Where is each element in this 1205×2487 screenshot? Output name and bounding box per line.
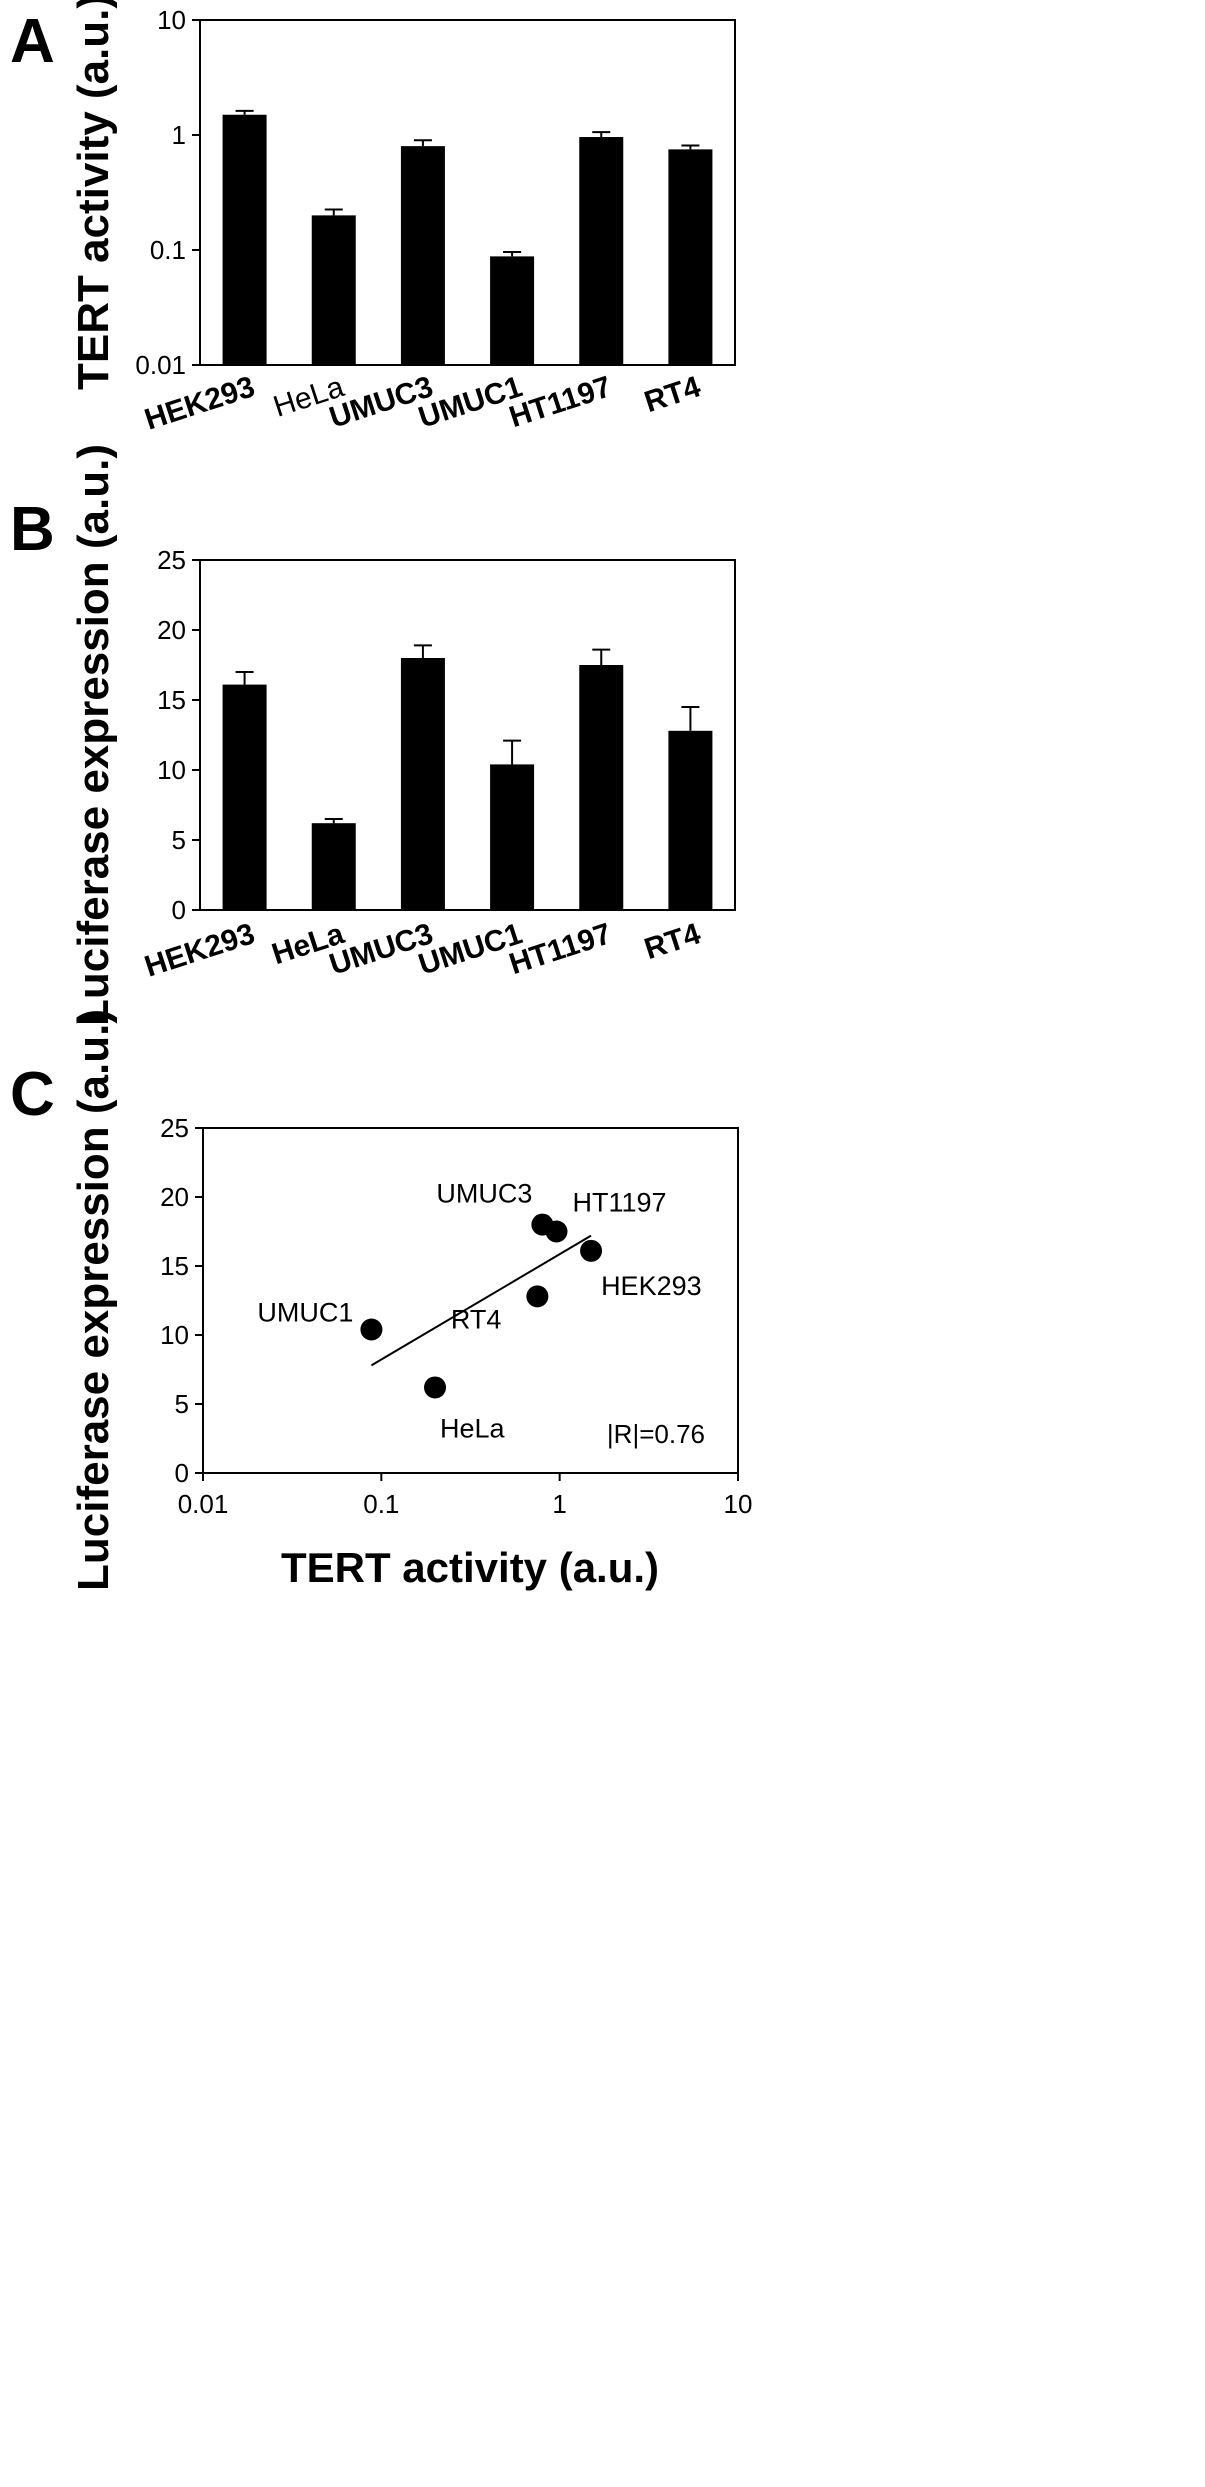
panel-b-y-ticks: 0 5 10 15 20 25: [157, 545, 200, 925]
panel-b: B Luciferase expression (a.u.) 0 5 10 15 20 2…: [10, 444, 736, 1026]
panel-c-correlation-annotation: |R|=0.76: [607, 1419, 705, 1449]
panel-a-category-label: RT4: [640, 370, 704, 419]
panel-b-y-tick-label: 25: [157, 545, 186, 575]
panel-c-x-tick-label: 1: [552, 1489, 566, 1519]
panel-a-bar: [222, 114, 267, 365]
panel-c-label: C: [10, 1060, 55, 1129]
panel-b-label: B: [10, 495, 55, 564]
panel-c-x-tick-label: 10: [724, 1489, 753, 1519]
panel-a-bar: [490, 256, 535, 365]
panel-b-bar: [222, 684, 267, 910]
panel-b-y-tick-label: 0: [172, 895, 186, 925]
panel-c-x-axis-label: TERT activity (a.u.): [281, 1544, 659, 1591]
panel-b-y-axis-label: Luciferase expression (a.u.): [69, 444, 118, 1026]
panel-c-point: [580, 1239, 603, 1262]
panel-a-y-ticks: 0.01 0.1 1 10: [135, 5, 200, 380]
panel-b-bar: [400, 658, 445, 910]
panel-b-y-tick-label: 10: [157, 755, 186, 785]
panel-b-bar: [668, 730, 713, 910]
panel-b-y-tick-label: 5: [172, 825, 186, 855]
panel-c-point-label: HT1197: [573, 1188, 667, 1218]
panel-b-category-label: HEK293: [141, 917, 259, 983]
panel-c-point: [545, 1220, 568, 1243]
panel-c-x-ticks: 0.01 0.1 1 10: [178, 1473, 753, 1519]
panel-c-y-tick-label: 15: [160, 1251, 189, 1281]
panel-a-bar: [668, 149, 713, 365]
panel-c-point-label: UMUC3: [436, 1179, 532, 1209]
panel-a-bar: [311, 215, 356, 365]
panel-a-bar: [400, 146, 445, 365]
panel-c-point-labels: HEK293 HeLa UMUC3 UMUC1 HT1197 RT4: [257, 1179, 701, 1444]
panel-b-bars: [222, 644, 713, 910]
panel-c-point-label: UMUC1: [257, 1297, 353, 1327]
panel-a-bars: [222, 109, 713, 365]
panel-b-bar: [311, 823, 356, 910]
panel-b-plot-frame: [199, 559, 736, 911]
panel-c-point: [526, 1285, 549, 1308]
panel-a-y-axis-label: TERT activity (a.u.): [69, 0, 118, 390]
panel-a-label: A: [10, 7, 55, 76]
panel-c-fit-line: [370, 1234, 592, 1367]
panel-a-y-tick-label: 0.01: [135, 350, 186, 380]
panel-c-point-label: RT4: [451, 1304, 502, 1334]
panel-a-y-tick-label: 0.1: [150, 235, 186, 265]
panel-c-y-tick-label: 5: [175, 1389, 189, 1419]
panel-a-category-label: HT1197: [505, 370, 615, 434]
panel-c-y-axis-label: Luciferase expression (a.u.): [69, 1009, 118, 1591]
panel-b-category-label: RT4: [640, 917, 704, 966]
panel-a: A TERT activity (a.u.) 0.01 0.1 1 10 HEK293…: [10, 0, 736, 437]
panel-b-y-tick-label: 20: [157, 615, 186, 645]
panel-b-category-label: HT1197: [505, 917, 615, 981]
panel-c-points: [360, 1213, 603, 1399]
panel-b-bar: [490, 764, 535, 910]
panel-c-x-tick-label: 0.1: [363, 1489, 399, 1519]
panel-c-point-label: HEK293: [601, 1271, 702, 1301]
panel-c-y-tick-label: 10: [160, 1320, 189, 1350]
panel-b-bar: [579, 665, 624, 910]
panel-b-y-tick-label: 15: [157, 685, 186, 715]
panel-c-y-tick-label: 20: [160, 1182, 189, 1212]
panel-c-y-tick-label: 25: [160, 1113, 189, 1143]
panel-c-y-ticks: 0 5 10 15 20 25: [160, 1113, 203, 1488]
panel-a-y-tick-label: 10: [157, 5, 186, 35]
panel-c-x-tick-label: 0.01: [178, 1489, 229, 1519]
panel-a-y-tick-label: 1: [172, 120, 186, 150]
panel-c-y-tick-label: 0: [175, 1458, 189, 1488]
panel-c: C Luciferase expression (a.u.) TERT acti…: [10, 1009, 752, 1591]
panel-c-plot-frame: [202, 1127, 739, 1474]
panel-c-point: [360, 1318, 383, 1341]
panel-a-category-label: HEK293: [141, 370, 259, 436]
panel-a-plot-frame: [199, 19, 736, 366]
panel-a-bar: [579, 137, 624, 365]
panel-c-point: [424, 1376, 447, 1399]
panel-c-point-label: HeLa: [440, 1413, 506, 1443]
